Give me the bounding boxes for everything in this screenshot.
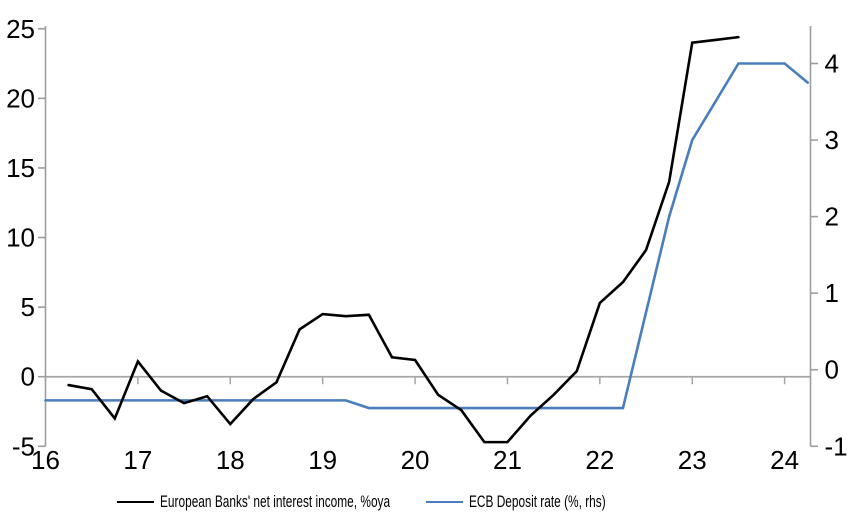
right-tick-label: 2	[825, 202, 839, 232]
legend-item-ecb: ECB Deposit rate (%, rhs)	[426, 492, 659, 512]
x-tick-label: 16	[31, 445, 60, 475]
legend-item-nii: European Banks' net interest income, %oy…	[117, 492, 480, 512]
right-tick-label: 4	[825, 49, 839, 79]
x-tick-label: 22	[585, 445, 614, 475]
left-tick-label: 0	[21, 362, 35, 392]
series-line-nii	[67, 35, 740, 444]
left-tick-label: 5	[21, 292, 35, 322]
ecb-line-swatch	[426, 501, 463, 503]
x-tick-label: 17	[123, 445, 152, 475]
right-tick-label: 1	[825, 278, 839, 308]
left-tick-label: 15	[6, 153, 35, 183]
left-axis: -5 0 5 10 15 20 25	[6, 14, 47, 461]
nii-line-swatch	[117, 501, 154, 503]
left-tick-label: 20	[6, 83, 35, 113]
x-tick-label: 24	[770, 445, 799, 475]
x-tick-label: 21	[493, 445, 522, 475]
nii-legend-label: European Banks' net interest income, %oy…	[160, 492, 391, 511]
x-tick-label: 19	[308, 445, 337, 475]
ecb-legend-label: ECB Deposit rate (%, rhs)	[469, 492, 606, 511]
left-tick-label: 25	[6, 14, 35, 44]
x-tick-label: 20	[401, 445, 430, 475]
x-axis: 16 17 18 19 20 21 22 23 24	[31, 375, 811, 475]
series-line-ecb	[44, 62, 810, 410]
right-axis: -1 0 1 2 3 4	[809, 26, 848, 461]
left-tick-label: -5	[12, 431, 35, 461]
x-tick-label: 23	[678, 445, 707, 475]
right-tick-label: 3	[825, 125, 839, 155]
right-tick-label: 0	[825, 355, 839, 385]
left-tick-label: 10	[6, 223, 35, 253]
right-tick-label: -1	[825, 431, 848, 461]
x-tick-label: 18	[216, 445, 245, 475]
